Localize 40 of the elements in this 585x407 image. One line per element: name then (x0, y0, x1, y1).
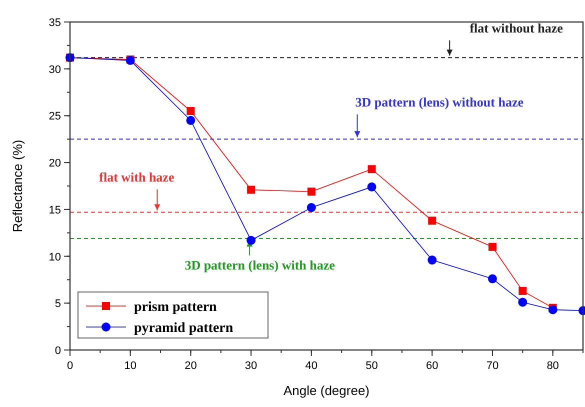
y-tick-label: 15 (48, 204, 61, 216)
x-tick-label: 0 (66, 360, 74, 372)
x-tick-label: 10 (124, 360, 136, 372)
x-tick-label: 20 (184, 360, 197, 372)
x-tick-label: 40 (305, 360, 318, 372)
x-tick-label: 70 (486, 360, 499, 372)
point (518, 286, 527, 295)
point (186, 107, 195, 116)
point (247, 186, 256, 194)
point (186, 116, 196, 125)
y-tick-label: 30 (48, 64, 61, 76)
point (428, 216, 436, 225)
point (367, 182, 376, 192)
x-tick-label: 50 (366, 360, 378, 372)
ref-line-label: 3D pattern (lens) with haze (184, 257, 336, 272)
y-tick-label: 25 (48, 110, 61, 123)
legend-label: prism pattern (134, 300, 218, 315)
y-tick-label: 0 (54, 345, 61, 357)
point (488, 274, 497, 284)
point (246, 236, 256, 245)
point (428, 256, 437, 265)
point (368, 165, 376, 174)
y-axis-title: Reflectance (%) (10, 140, 25, 232)
x-tick-label: 60 (426, 360, 438, 372)
point (306, 203, 316, 212)
ref-line-label: 3D pattern (lens) without haze (355, 94, 524, 110)
point (488, 242, 496, 251)
x-tick-label: 80 (546, 360, 559, 372)
y-tick-label: 5 (54, 298, 61, 310)
x-axis-title: Angle (degree) (284, 383, 370, 398)
y-tick-label: 35 (48, 17, 61, 29)
x-tick-label: 30 (244, 360, 258, 372)
point (307, 188, 316, 196)
ref-line-label: flat without haze (470, 20, 564, 36)
legend-label: pyramid pattern (134, 321, 234, 336)
point (518, 298, 528, 307)
ref-line-label: flat with haze (99, 169, 174, 184)
y-tick-label: 10 (48, 251, 61, 264)
point (548, 305, 558, 314)
y-tick-label: 20 (48, 158, 61, 170)
